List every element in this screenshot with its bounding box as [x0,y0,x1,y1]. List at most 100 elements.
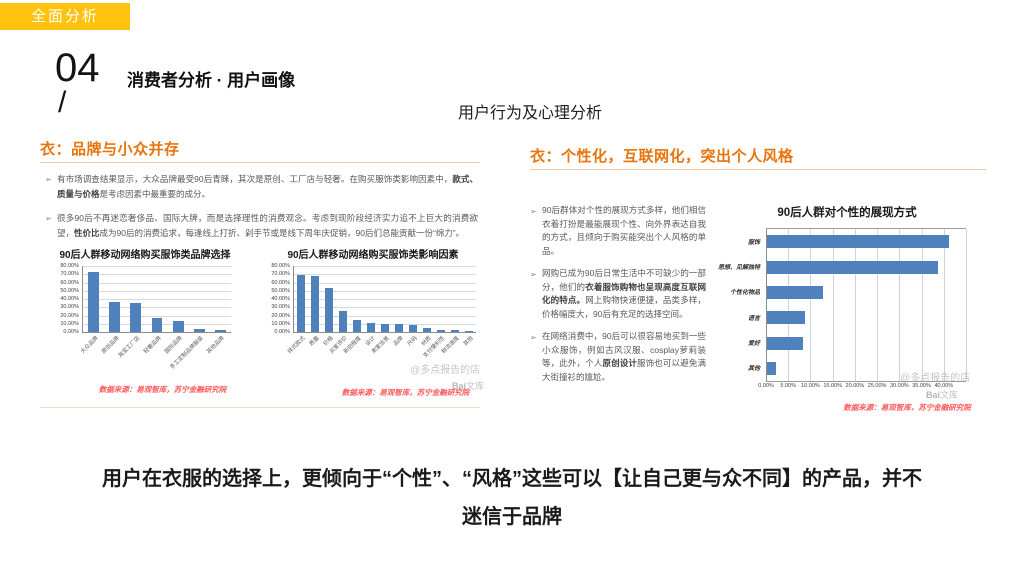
list-item: ➢ 很多90后不再迷恋奢侈品、国际大牌，而是选择理性的消费观念。考虑到现阶段经济… [45,211,478,241]
bar [423,327,431,332]
y-tick-label: 0.00% [63,329,79,335]
y-tick-label: 20.00% [60,312,79,319]
list-item: ➢ 90后群体对个性的展现方式多样，他们相信衣着打扮是最能展现个性、向外界表达自… [530,204,706,258]
bar [88,271,100,332]
watermark-logo: Bai文库 [452,381,485,391]
plot-area [293,266,476,333]
left-bullet-list: ➢ 有市场调查结果显示，大众品牌最受90后青睐，其次是原创、工厂店与轻奢。在购买… [45,172,478,250]
summary-line-1: 用户在衣服的选择上，更倾向于“个性”、“风格”这些可以【让自己更与众不同】的产品… [102,468,922,490]
plot-area [766,228,967,382]
left-section-divider [40,162,480,163]
x-tick-label: 20.00% [845,383,865,389]
bar [409,324,417,332]
x-category-label-text: 尺码 [406,335,419,348]
plot-area [82,266,231,333]
grid-line [877,229,879,381]
bar [311,275,319,332]
y-tick-label: 30.00% [271,304,290,311]
bullet-text: 90后群体对个性的展现方式多样，他们相信衣着打扮是最能展现个性、向外界表达自我的… [542,205,706,256]
summary-line-2: 迷信于品牌 [462,506,562,528]
bar [451,330,459,332]
bullet-arrow-icon: ➢ [530,207,537,216]
bar [339,311,347,332]
y-tick-label: 70.00% [271,271,290,278]
grid-line [899,229,901,381]
bullet-text-bold: 性价比 [74,228,100,238]
x-tick-label: 25.00% [867,383,887,389]
y-tick-label: 60.00% [271,279,290,286]
y-category-label: 其他 [747,366,760,373]
page-title: 消费者分析 · 用户画像 [127,71,296,90]
watermark-handle: @多点报告的店 [410,365,481,376]
chart-purchase-factors: 90后人群移动网络购买服饰类影响因素 0.00% 10.00% 20.00% 30.0… [263,246,483,378]
y-category-label: 服饰 [747,239,760,246]
bar [297,275,305,332]
bullet-text: 有市场调查结果显示，大众品牌最受90后青睐，其次是原创、工厂店与轻奢。在购买服饰… [57,174,453,184]
x-tick-label: 40.00% [934,383,954,389]
slide-number: 04 [55,46,100,90]
section-badge: 全面分析 [0,3,130,30]
grid-line [294,290,476,292]
chart-title: 90后人群移动网络购买服饰类品牌选择 [59,250,231,261]
y-tick-label: 80.00% [271,263,290,269]
page-subtitle: 用户行为及心理分析 [457,105,602,122]
list-item: ➢ 在网络消费中，90后可以很容易地买到一些小众服饰，例如古风汉服、cospla… [530,330,706,384]
bar [767,361,776,375]
grid-line [966,229,967,381]
right-bullet-list: ➢ 90后群体对个性的展现方式多样，他们相信衣着打扮是最能展现个性、向外界表达自… [530,204,706,393]
bullet-text: 在网络消费中，90后可以很容易地买到一些小众服饰，例如古风汉服、cosplay萝… [542,331,706,368]
grid-line [83,282,231,284]
left-section-title: 衣：品牌与小众并存 [40,141,180,158]
grid-line [832,229,834,381]
chart-personality-expression: 90后人群对个性的展现方式 服饰 思想、见解独特 个性化物品 语言 爱好 其他 0.00% 5… [706,204,988,404]
grid-line [943,229,945,381]
bar [151,317,163,332]
x-category-label-text: 质量 [308,335,321,348]
bullet-text: 很多90后不再迷恋奢侈品、国际大牌，而是选择理性的消费观念。考虑到现阶段经济实力… [57,213,478,238]
y-tick-label: 40.00% [60,296,79,302]
watermark-handle: @多点报告的店 [900,373,971,384]
x-tick-label: 35.00% [912,383,931,389]
watermark-logo: Bai文库 [926,390,959,400]
bullet-text: 网购已成为90后日常生活中不可缺少的一部分，他们的 [542,268,706,292]
bullet-arrow-icon: ➢ [530,333,537,342]
right-section-title: 衣：个性化，互联网化，突出个人风格 [530,148,794,165]
chart-title: 90后人群对个性的展现方式 [777,207,917,219]
bullet-text-bold: 衣着服饰购物也呈现高度互联网化的特点。 [542,281,706,306]
grid-line [294,282,476,284]
grid-line [921,229,923,381]
grid-line [810,229,812,381]
bar [367,322,375,332]
y-tick-label: 10.00% [271,320,290,327]
grid-line [788,229,790,381]
bar [767,235,950,249]
bar [109,302,121,332]
grid-line [83,315,231,317]
bullet-arrow-icon: ➢ [45,214,52,223]
bar [437,329,445,332]
bar [767,311,805,325]
bar [767,336,803,350]
y-tick-label: 60.00% [60,279,79,286]
bar [172,321,184,332]
grid-line [294,307,476,309]
x-category-label-text: 轻奢品牌 [142,335,163,356]
grid-line [83,290,231,292]
x-category-label-text: 样式款式 [286,335,307,356]
x-category-label-text: 大众品牌 [79,335,100,356]
bullet-text: 网上购物快速便捷，品类多样，价格幅度大，90后有充足的选择空间。 [542,295,706,319]
left-section-bottom-divider [40,407,480,408]
y-tick-label: 80.00% [60,263,79,269]
grid-line [766,229,767,381]
grid-line [83,307,231,309]
y-tick-label: 40.00% [271,296,290,302]
right-section-divider [530,169,986,170]
y-category-label: 个性化物品 [729,290,760,297]
grid-line [294,299,476,300]
list-item: ➢ 网购已成为90后日常生活中不可缺少的一部分，他们的衣着服饰购物也呈现高度互联… [530,267,706,321]
grid-line [83,299,231,300]
x-tick-label: 0.00% [758,383,774,389]
bullet-arrow-icon: ➢ [45,175,52,184]
bullet-text: 是考虑因素中最重要的成分。 [99,189,211,199]
